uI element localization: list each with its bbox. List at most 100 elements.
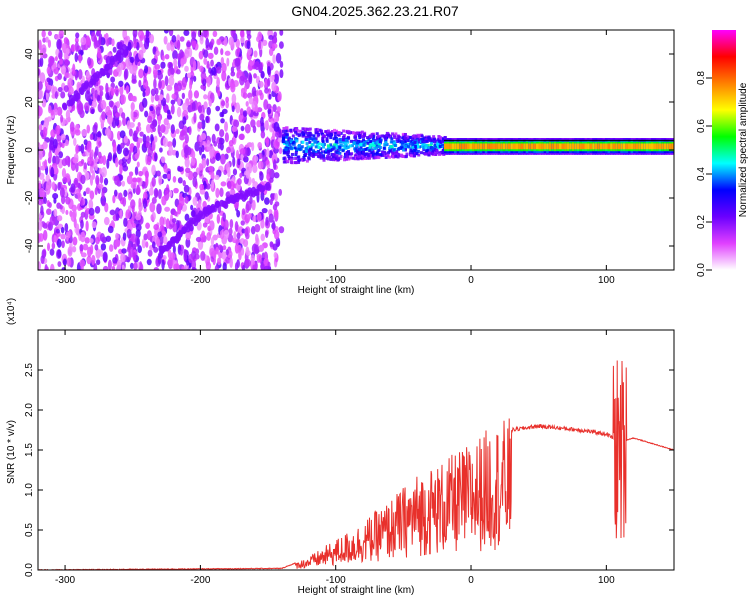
spectrogram-cell: [284, 151, 288, 155]
spectrogram-cell: [77, 69, 83, 80]
colorbar-tick-label: 0.4: [696, 167, 707, 181]
spectrogram-cell: [97, 151, 102, 159]
spectrogram-cell: [329, 136, 333, 140]
spectrogram-cell: [366, 154, 370, 158]
spectrogram-cell: [322, 158, 326, 162]
spectrogram-cell: [437, 139, 441, 143]
spectrogram-cell: [423, 140, 427, 144]
spectrogram-cell: [188, 126, 192, 136]
spectrogram-cell: [90, 108, 95, 115]
colorbar: 0.0 0.2 0.4 0.6 0.8 Normalized spectral ampl…: [696, 30, 749, 277]
spectrogram-cell: [249, 196, 253, 205]
spectrogram-cell: [406, 135, 410, 139]
spectrogram-cell: [74, 37, 79, 43]
spectrogram-cell: [202, 78, 207, 87]
spectrogram-cell: [112, 142, 117, 154]
spectrogram-cell: [85, 220, 89, 232]
spectrogram-cell: [325, 137, 329, 141]
spectrogram-cell: [395, 137, 399, 141]
spectrogram-cell: [411, 142, 415, 146]
spectrogram-cell: [134, 166, 139, 176]
spectrogram-cell: [197, 199, 202, 208]
spectrogram-cell: [408, 135, 412, 139]
spectrogram-cell: [143, 191, 148, 201]
spectrogram-cell: [239, 148, 246, 155]
spectrogram-cell: [126, 228, 132, 239]
spectrogram-cell: [201, 157, 207, 169]
spectrogram-cell: [42, 141, 48, 150]
spectrogram-cell: [127, 193, 132, 201]
spectrogram-cell: [48, 55, 55, 66]
spectrogram-cell: [165, 218, 170, 229]
spectrogram-cell: [131, 222, 137, 229]
spectrogram-cell: [182, 180, 186, 187]
spectrogram-cell: [161, 259, 165, 270]
spectrogram-cell: [130, 182, 137, 189]
spectrogram-cell: [420, 144, 424, 148]
spectrogram-cell: [392, 148, 396, 152]
spectrogram-cell: [329, 157, 333, 161]
spectrogram-cell: [413, 141, 417, 145]
spectrogram-cell: [120, 94, 126, 105]
spectrogram-cell: [282, 137, 286, 141]
spectrogram-cell: [47, 39, 52, 48]
spectrogram-cell: [438, 144, 442, 148]
spectrogram-cell: [245, 258, 252, 267]
spectrogram-cell: [85, 187, 91, 195]
spectrogram-cell: [198, 163, 203, 171]
spectrogram-band: [648, 143, 652, 150]
spectrogram-cell: [237, 158, 241, 166]
spectrogram-cell: [198, 169, 203, 177]
spectrogram-band: [502, 143, 507, 150]
spectrogram-cell: [326, 149, 330, 153]
spectrogram-cell: [232, 156, 236, 168]
spectrogram-cell: [200, 250, 206, 261]
spectrogram-cell: [223, 229, 230, 240]
spectrogram-cell: [215, 246, 219, 255]
spectrogram-cell: [436, 138, 440, 142]
spectrogram-cell: [278, 188, 283, 196]
spectrogram-cell: [45, 91, 49, 101]
spectrogram-band: [638, 143, 642, 150]
spectrogram-cell: [205, 37, 210, 49]
x-tick-label: -200: [190, 275, 210, 286]
spectrogram-cell: [178, 196, 185, 207]
spectrogram-cell: [153, 69, 159, 76]
spectrogram-cell: [57, 87, 63, 93]
spectrogram-cell: [419, 133, 423, 137]
spectrogram-cell: [281, 140, 285, 144]
spectrogram-cell: [228, 227, 233, 235]
spectrogram-cell: [79, 199, 84, 207]
spectrogram-cell: [323, 150, 327, 154]
spectrogram-cell: [38, 124, 43, 131]
spectrogram-cell: [240, 247, 245, 256]
spectrogram-cell: [225, 249, 229, 256]
spectrogram-cell: [314, 150, 318, 154]
spectrogram-cell: [373, 146, 377, 150]
spectrogram-cell: [369, 140, 373, 144]
spectrogram-cell: [338, 148, 342, 152]
spectrogram-cell: [84, 90, 91, 102]
spectrogram-cell: [421, 138, 425, 142]
x-tick-label: 100: [598, 275, 615, 286]
spectrogram-cell: [238, 133, 245, 140]
spectrogram-cell: [60, 133, 66, 141]
spectrogram-cell: [207, 52, 214, 60]
spectrogram-cell: [386, 153, 390, 157]
spectrogram-cell: [148, 187, 154, 196]
spectrogram-cell: [105, 38, 110, 47]
spectrogram-cell: [65, 109, 71, 120]
spectrogram-cell: [183, 184, 190, 193]
spectrogram-cell: [109, 209, 116, 216]
spectrogram-band: [474, 143, 479, 150]
spectrogram-cell: [134, 152, 140, 160]
spectrogram-cell: [57, 73, 63, 81]
x-tick-label: 0: [468, 275, 474, 286]
spectrogram-cell: [346, 155, 350, 159]
spectrogram-cell: [129, 56, 135, 64]
spectrogram-cell: [130, 199, 136, 210]
spectrogram-cell: [259, 171, 264, 182]
spectrogram-cell: [387, 133, 391, 137]
spectrogram-cell: [159, 216, 165, 227]
spectrogram-band: [604, 143, 609, 150]
